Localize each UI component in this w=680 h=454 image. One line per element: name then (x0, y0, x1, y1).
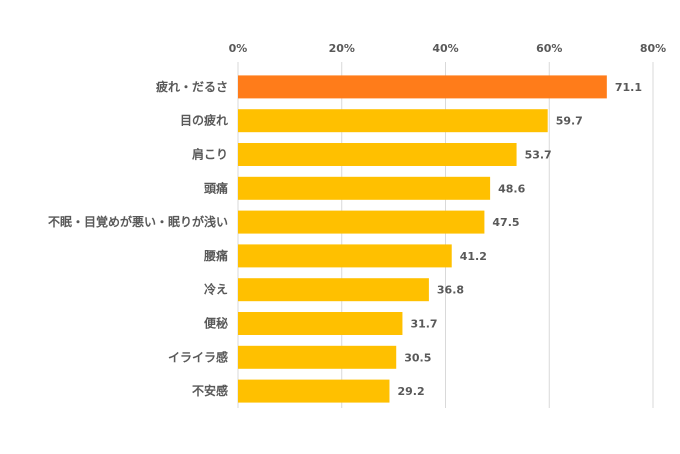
category-label: 不眠・目覚めが悪い・眠りが浅い (48, 214, 228, 229)
bar (238, 210, 485, 234)
x-tick-label: 0% (229, 42, 248, 55)
bar (238, 109, 548, 133)
bar (238, 345, 397, 369)
category-label: 目の疲れ (180, 113, 228, 128)
x-axis-ticks: 0% 20% 40% 60% 80% (229, 42, 667, 55)
value-label: 48.6 (498, 182, 525, 195)
value-label: 47.5 (492, 216, 519, 229)
category-label: 腰痛 (203, 248, 228, 263)
bars (238, 75, 607, 403)
category-label: 疲れ・だるさ (156, 79, 228, 94)
x-tick-label: 60% (536, 42, 562, 55)
bar (238, 312, 403, 335)
category-label: イライラ感 (168, 349, 228, 364)
value-label: 36.8 (437, 284, 464, 297)
value-label: 53.7 (525, 149, 552, 162)
x-tick-label: 40% (432, 42, 458, 55)
x-tick-label: 20% (329, 42, 355, 55)
value-label: 31.7 (410, 318, 437, 331)
bar (238, 379, 390, 403)
bar (238, 244, 452, 268)
category-label: 便秘 (204, 316, 228, 331)
category-label: 頭痛 (204, 180, 228, 195)
category-label: 肩こり (192, 147, 228, 162)
value-labels: 71.1 59.7 53.7 48.6 47.5 41.2 36.8 31.7 30.5 29.2 (397, 81, 641, 398)
value-label: 41.2 (460, 250, 487, 263)
bar (238, 176, 491, 200)
bar (238, 278, 429, 302)
value-label: 59.7 (556, 115, 583, 128)
bar (238, 143, 517, 166)
category-labels: 疲れ・だるさ目の疲れ肩こり頭痛不眠・目覚めが悪い・眠りが浅い腰痛冷え便秘イライラ… (48, 79, 228, 398)
x-tick-label: 80% (640, 42, 666, 55)
value-label: 29.2 (397, 385, 424, 398)
bar (238, 75, 607, 99)
category-label: 冷え (204, 282, 228, 297)
value-label: 71.1 (615, 81, 642, 94)
value-label: 30.5 (404, 351, 431, 364)
category-label: 不安感 (192, 383, 228, 398)
